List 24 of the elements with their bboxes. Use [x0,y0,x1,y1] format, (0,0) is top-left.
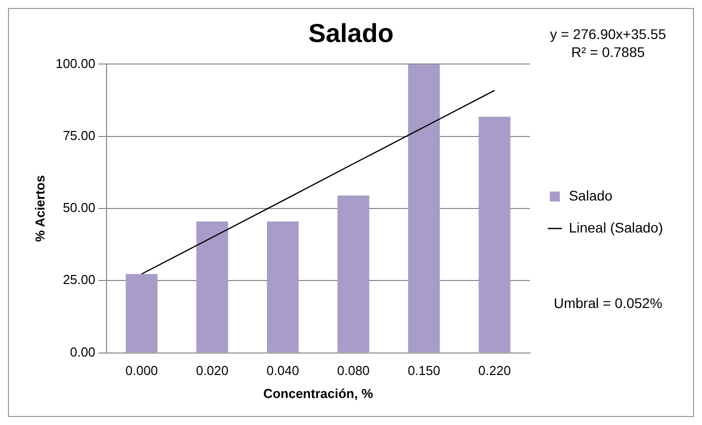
legend-label: Salado [568,187,613,204]
y-tick-label: 100.00 [56,56,96,71]
x-tick-label: 0.150 [408,363,440,378]
bar [266,221,299,352]
chart-title: Salado [308,18,394,48]
bar [478,116,510,352]
x-tick-label: 0.080 [337,363,370,378]
x-tick-label: 0.020 [196,363,228,378]
x-tick-label: 0.000 [125,363,158,378]
bar [408,64,440,352]
y-tick-label: 25.00 [62,272,96,288]
bar [126,274,158,352]
x-tick-label: 0.040 [266,363,300,378]
y-tick-label: 50.00 [62,200,96,216]
bar [196,221,228,352]
y-axis-title: % Aciertos [32,175,48,242]
x-tick-label: 0.220 [478,363,511,378]
text: Umbral = 0.052% [554,294,662,311]
y-tick-label: 0.00 [70,344,96,360]
y-tick-label: 75.00 [62,128,96,143]
legend-label: Lineal (Salado) [568,219,663,236]
text: y = 276.90x+35.55 R² = 0.7885 [550,26,666,60]
x-axis-title: Concentración, % [263,386,374,401]
bar [338,196,370,352]
